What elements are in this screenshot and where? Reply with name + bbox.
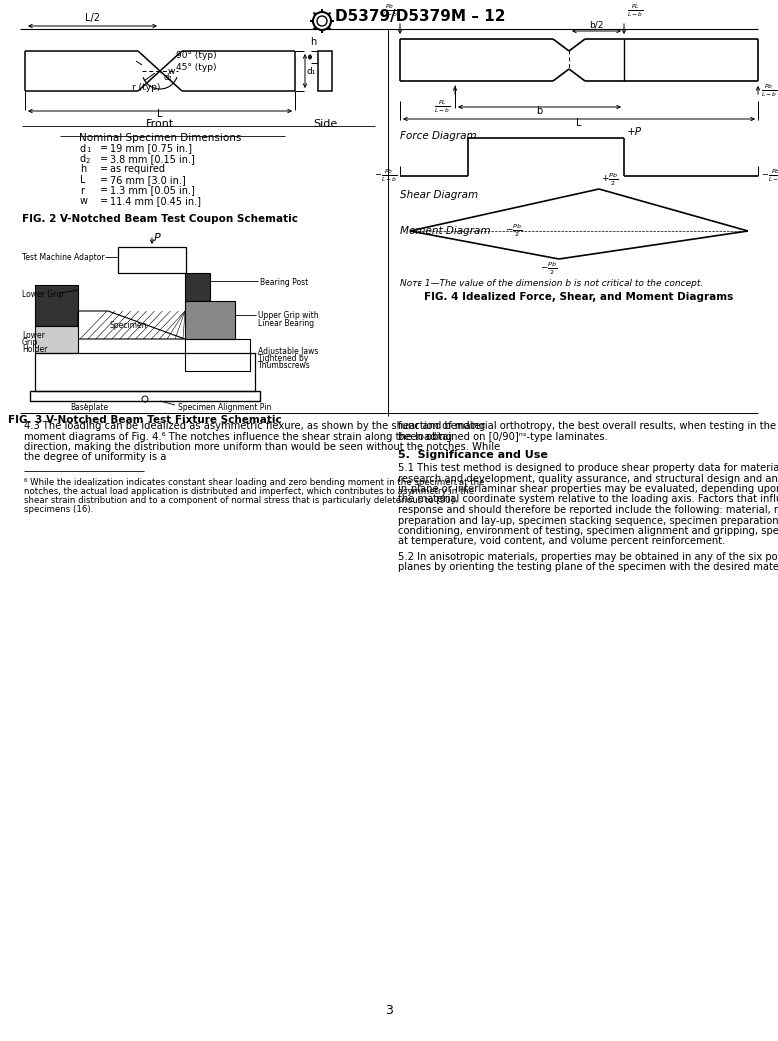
- Text: w: w: [80, 196, 88, 206]
- Text: $\frac{Pb}{L-b}$: $\frac{Pb}{L-b}$: [382, 2, 398, 19]
- Text: $\frac{Pb}{L-b}$: $\frac{Pb}{L-b}$: [761, 83, 777, 99]
- Text: Specimen Alignment Pin: Specimen Alignment Pin: [178, 403, 272, 412]
- Text: preparation and lay-up, specimen stacking sequence, specimen preparation, specim: preparation and lay-up, specimen stackin…: [398, 515, 778, 526]
- Text: planes by orienting the testing plane of the specimen with the desired material : planes by orienting the testing plane of…: [398, 562, 778, 573]
- Text: Front: Front: [145, 119, 174, 129]
- Text: Adjustable Jaws: Adjustable Jaws: [258, 347, 318, 356]
- Text: shear strain distribution and to a component of normal stress that is particular: shear strain distribution and to a compo…: [24, 496, 457, 505]
- Text: Nᴏᴛᴇ 1—The value of the dimension b is not critical to the concept.: Nᴏᴛᴇ 1—The value of the dimension b is n…: [400, 279, 703, 288]
- Text: 90° (typ): 90° (typ): [176, 51, 216, 59]
- Text: Grip: Grip: [22, 338, 38, 347]
- Text: Tightened by: Tightened by: [258, 354, 308, 363]
- Text: 5.  Significance and Use: 5. Significance and Use: [398, 450, 548, 460]
- Text: Thumbscrews: Thumbscrews: [258, 361, 310, 370]
- Text: h: h: [310, 37, 316, 47]
- Text: L: L: [157, 109, 163, 119]
- Text: 76 mm [3.0 in.]: 76 mm [3.0 in.]: [110, 175, 186, 185]
- Text: 4.3 The loading can be idealized as asymmetric flexure, as shown by the shear an: 4.3 The loading can be idealized as asym…: [24, 421, 485, 431]
- Text: Specimen: Specimen: [110, 321, 148, 330]
- Text: d₁: d₁: [307, 67, 317, 76]
- Text: Linear Bearing: Linear Bearing: [258, 319, 314, 328]
- Text: $-\frac{Pb}{L-b}$: $-\frac{Pb}{L-b}$: [761, 168, 778, 184]
- Text: 3.8 mm [0.15 in.]: 3.8 mm [0.15 in.]: [110, 154, 194, 164]
- Text: d₂: d₂: [164, 73, 173, 82]
- Text: 5.1 This test method is designed to produce shear property data for material spe: 5.1 This test method is designed to prod…: [398, 463, 778, 473]
- Bar: [35, 285, 78, 326]
- Text: $\frac{PL}{L-b}$: $\frac{PL}{L-b}$: [434, 99, 450, 116]
- Text: the material coordinate system relative to the loading axis. Factors that influe: the material coordinate system relative …: [398, 494, 778, 505]
- Text: =: =: [100, 154, 108, 164]
- Text: r (typ): r (typ): [132, 83, 160, 92]
- Text: $-\frac{Pb}{L-b}$: $-\frac{Pb}{L-b}$: [373, 168, 397, 184]
- Text: function of material orthotropy, the best overall results, when testing in the 1: function of material orthotropy, the bes…: [398, 421, 778, 431]
- Text: 3: 3: [385, 1005, 393, 1017]
- Bar: [118, 247, 186, 273]
- Text: b/2: b/2: [589, 20, 604, 29]
- Text: $\frac{PL}{L-b}$: $\frac{PL}{L-b}$: [627, 2, 643, 19]
- Text: =: =: [100, 175, 108, 185]
- Text: =: =: [100, 144, 108, 153]
- Text: =: =: [100, 185, 108, 196]
- Text: D5379/D5379M – 12: D5379/D5379M – 12: [335, 9, 506, 25]
- Text: Side: Side: [313, 119, 337, 129]
- Text: Moment Diagram: Moment Diagram: [400, 226, 490, 236]
- Text: conditioning, environment of testing, specimen alignment and gripping, speed of : conditioning, environment of testing, sp…: [398, 526, 778, 536]
- Text: at temperature, void content, and volume percent reinforcement.: at temperature, void content, and volume…: [398, 536, 725, 547]
- Text: Lower: Lower: [22, 331, 45, 340]
- Text: Baseplate: Baseplate: [70, 403, 108, 412]
- Text: d: d: [80, 144, 86, 153]
- Text: notches, the actual load application is distributed and imperfect, which contrib: notches, the actual load application is …: [24, 487, 475, 496]
- Text: as required: as required: [110, 164, 165, 175]
- Text: Force Diagram: Force Diagram: [400, 131, 477, 141]
- Text: Bearing Post: Bearing Post: [260, 278, 308, 287]
- Text: $-\frac{Pb}{2}$: $-\frac{Pb}{2}$: [540, 260, 557, 277]
- Bar: [318, 51, 332, 91]
- Text: 11.4 mm [0.45 in.]: 11.4 mm [0.45 in.]: [110, 196, 201, 206]
- Text: ⁶ While the idealization indicates constant shear loading and zero bending momen: ⁶ While the idealization indicates const…: [24, 478, 485, 487]
- Text: 45° (typ): 45° (typ): [176, 62, 216, 72]
- Text: Nominal Specimen Dimensions: Nominal Specimen Dimensions: [79, 133, 241, 143]
- Text: 19 mm [0.75 in.]: 19 mm [0.75 in.]: [110, 144, 192, 153]
- Text: Test Machine Adaptor: Test Machine Adaptor: [22, 253, 104, 261]
- Text: $-\frac{Pb}{2}$: $-\frac{Pb}{2}$: [505, 223, 522, 239]
- Text: 1.3 mm [0.05 in.]: 1.3 mm [0.05 in.]: [110, 185, 194, 196]
- Text: research and development, quality assurance, and structural design and analysis.: research and development, quality assura…: [398, 474, 778, 483]
- Text: h: h: [80, 164, 86, 175]
- Bar: [185, 273, 210, 301]
- Bar: [185, 339, 250, 371]
- Text: direction, making the distribution more uniform than would be seen without the n: direction, making the distribution more …: [24, 442, 500, 452]
- Text: FIG. 3 V-Notched Beam Test Fixture Schematic: FIG. 3 V-Notched Beam Test Fixture Schem…: [8, 415, 282, 425]
- Text: 5.2 In anisotropic materials, properties may be obtained in any of the six possi: 5.2 In anisotropic materials, properties…: [398, 552, 778, 562]
- Text: L: L: [576, 118, 582, 128]
- Text: Lower Grip: Lower Grip: [22, 290, 64, 299]
- Text: b: b: [536, 106, 542, 116]
- Text: L/2: L/2: [85, 12, 100, 23]
- Text: =: =: [100, 164, 108, 175]
- Text: =: =: [100, 196, 108, 206]
- Bar: [30, 391, 260, 401]
- Text: r: r: [80, 185, 84, 196]
- Text: $+\frac{Pb}{2}$: $+\frac{Pb}{2}$: [601, 172, 619, 188]
- Text: FIG. 2 V-Notched Beam Test Coupon Schematic: FIG. 2 V-Notched Beam Test Coupon Schema…: [22, 213, 298, 224]
- Text: response and should therefore be reported include the following: material, metho: response and should therefore be reporte…: [398, 505, 778, 515]
- Text: +P: +P: [627, 127, 642, 137]
- Text: 1: 1: [86, 148, 90, 153]
- Text: Upper Grip with: Upper Grip with: [258, 311, 319, 320]
- Text: the degree of uniformity is a: the degree of uniformity is a: [24, 453, 166, 462]
- Text: Shear Diagram: Shear Diagram: [400, 191, 478, 200]
- Text: L: L: [80, 175, 86, 185]
- Text: 2: 2: [86, 158, 90, 164]
- Bar: [35, 353, 255, 391]
- Bar: [185, 301, 235, 339]
- Text: Holder: Holder: [22, 345, 47, 354]
- Text: in-plane or interlaminar shear properties may be evaluated, depending upon the o: in-plane or interlaminar shear propertie…: [398, 484, 778, 494]
- Text: been obtained on [0/90]ⁿˢ-type laminates.: been obtained on [0/90]ⁿˢ-type laminates…: [398, 432, 608, 441]
- Text: specimens (16).: specimens (16).: [24, 505, 93, 514]
- Text: P: P: [154, 233, 161, 243]
- Text: moment diagrams of Fig. 4.⁶ The notches influence the shear strain along the loa: moment diagrams of Fig. 4.⁶ The notches …: [24, 432, 452, 441]
- Bar: [35, 326, 78, 353]
- Text: FIG. 4 Idealized Force, Shear, and Moment Diagrams: FIG. 4 Idealized Force, Shear, and Momen…: [424, 291, 734, 302]
- Text: w: w: [168, 67, 175, 76]
- Text: d: d: [80, 154, 86, 164]
